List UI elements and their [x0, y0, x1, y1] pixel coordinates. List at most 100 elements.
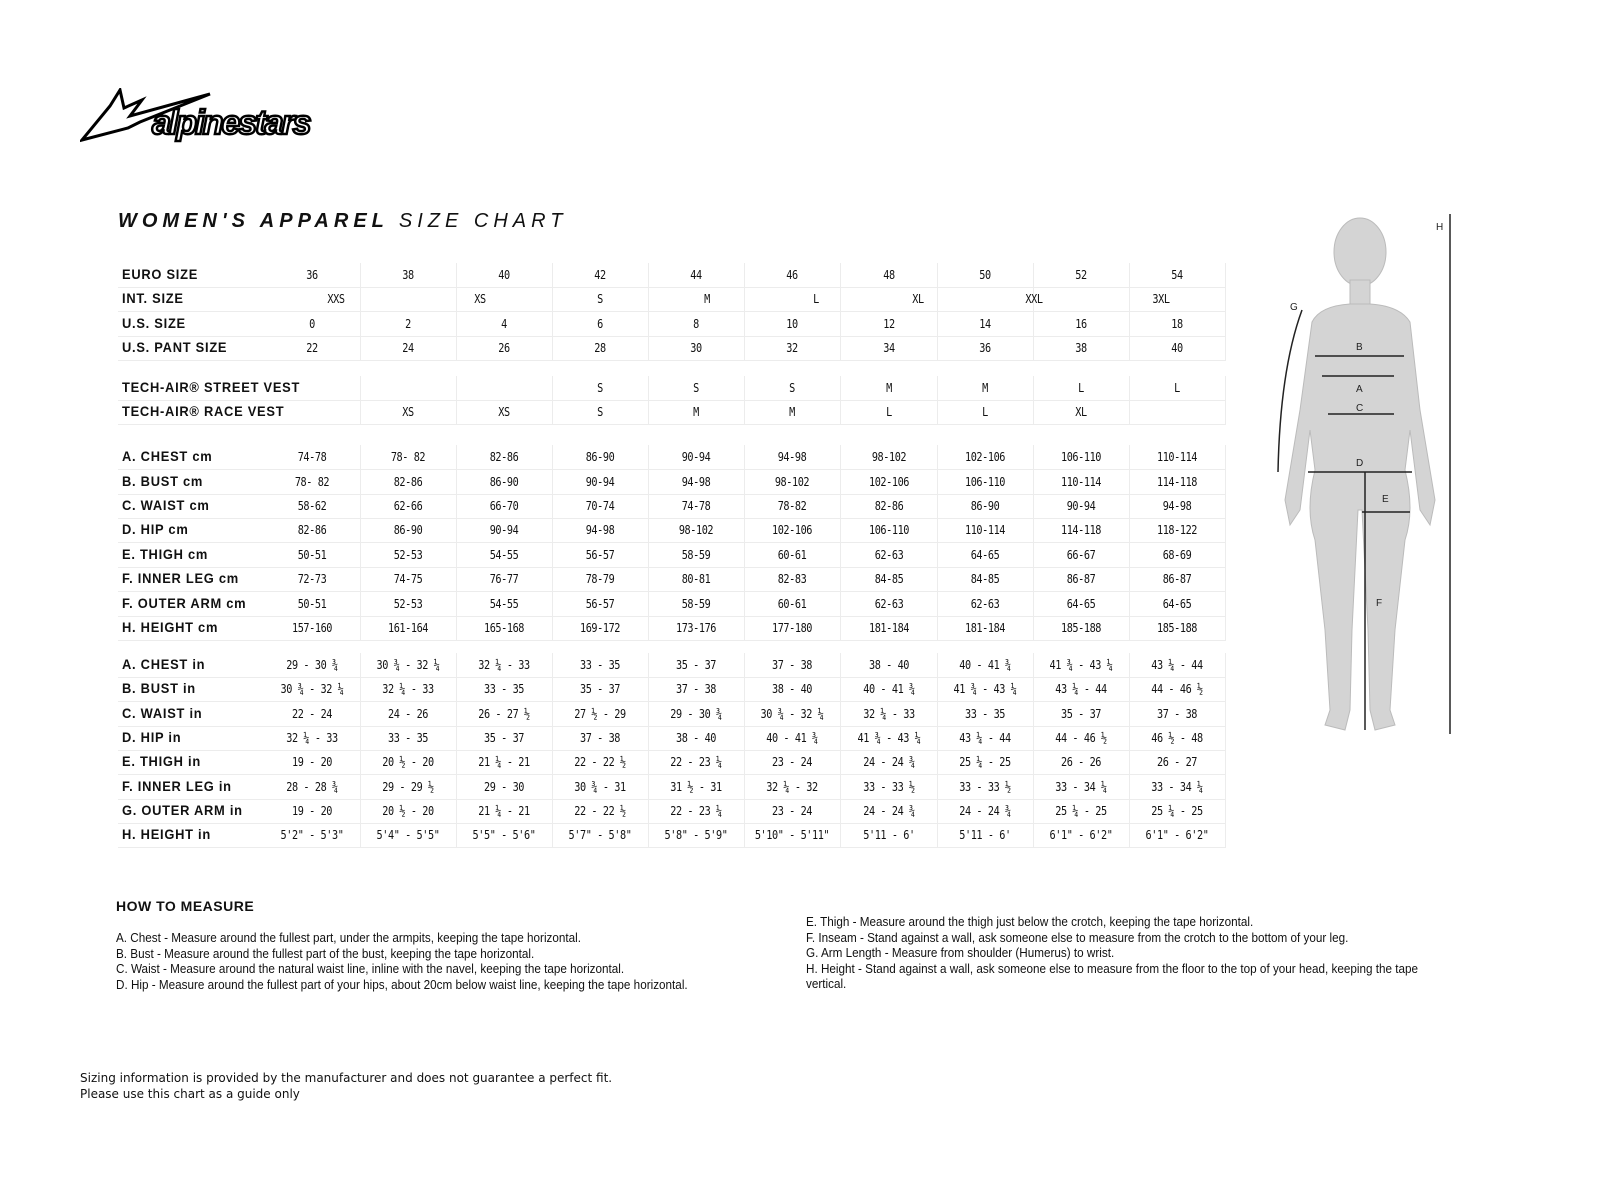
column-divider [840, 518, 841, 542]
table-cell: L [886, 405, 892, 419]
column-divider [744, 750, 745, 774]
column-divider [1129, 799, 1130, 823]
column-divider [744, 653, 745, 677]
column-divider [937, 445, 938, 469]
measure-arm: G. Arm Length - Measure from shoulder (H… [806, 945, 1115, 960]
table-cell: 16 [1075, 317, 1087, 331]
table-cell: 84-85 [874, 572, 904, 586]
table-cell: M [704, 292, 710, 306]
column-divider [840, 445, 841, 469]
table-cell: 74-78 [681, 499, 711, 513]
label-d: D [1356, 458, 1363, 469]
table-cell: 25 ¼ - 25 [959, 755, 1011, 769]
column-divider [1033, 470, 1034, 494]
table-cell: 185-188 [1060, 621, 1102, 635]
column-divider [360, 750, 361, 774]
column-divider [1225, 543, 1226, 567]
table-cell: 30 [690, 341, 702, 355]
column-divider [456, 726, 457, 750]
table-cell: 106-110 [1060, 450, 1102, 464]
table-cell: 28 - 28 ¾ [286, 780, 338, 794]
table-cell: 181-184 [964, 621, 1006, 635]
column-divider [648, 592, 649, 616]
table-cell: 24 - 26 [387, 707, 429, 721]
title-bold: WOMEN'S APPAREL [118, 210, 389, 232]
row-label: B. BUST cm [122, 473, 204, 489]
table-cell: 37 - 38 [1156, 707, 1198, 721]
column-divider [456, 494, 457, 518]
table-cell: 33 - 35 [964, 707, 1006, 721]
table-cell: 38 - 40 [771, 682, 813, 696]
column-divider [648, 312, 649, 336]
disclaimer-line-2: Please use this chart as a guide only [80, 1087, 300, 1101]
column-divider [1129, 592, 1130, 616]
table-cell: 70-74 [585, 499, 615, 513]
table-cell: 5'8" - 5'9" [664, 828, 728, 842]
table-cell: 98-102 [774, 475, 810, 489]
table-cell: 20 ½ - 20 [382, 804, 434, 818]
table-cell: 94-98 [1162, 499, 1192, 513]
column-divider [552, 287, 553, 311]
table-cell: 74-78 [297, 450, 327, 464]
table-cell: 41 ¾ - 43 ¼ [857, 731, 921, 745]
column-divider [360, 823, 361, 847]
table-cell: 52 [1075, 268, 1087, 282]
table-cell: 21 ¼ - 21 [478, 755, 530, 769]
column-divider [744, 702, 745, 726]
table-row: U.S. SIZE 0 2 4 6 8 10 12 14 16 18 [118, 312, 1226, 337]
table-cell: 66-67 [1066, 548, 1096, 562]
table-cell: 5'7" - 5'8" [568, 828, 632, 842]
table-cell: 64-65 [1066, 597, 1096, 611]
table-cell: 22 - 23 ¼ [670, 755, 722, 769]
column-divider [360, 677, 361, 701]
column-divider [1129, 494, 1130, 518]
table-cell: S [693, 381, 699, 395]
column-divider [1225, 726, 1226, 750]
table-row: C. WAIST cm 58-62 62-66 66-70 70-74 74-78 78-8… [118, 494, 1226, 519]
column-divider [840, 750, 841, 774]
table-cell: 21 ¼ - 21 [478, 804, 530, 818]
table-cell: 90-94 [585, 475, 615, 489]
column-divider [456, 750, 457, 774]
table-cell: 173-176 [675, 621, 717, 635]
column-divider [648, 400, 649, 424]
table-cell: 110-114 [1060, 475, 1102, 489]
table-cell: 33 - 35 [579, 658, 621, 672]
table-cell: 177-180 [771, 621, 813, 635]
column-divider [1033, 616, 1034, 640]
table-cell: 27 ½ - 29 [574, 707, 626, 721]
column-divider [840, 494, 841, 518]
column-divider [840, 616, 841, 640]
table-cell: 6 [597, 317, 603, 331]
table-cell: 32 ¼ - 33 [286, 731, 338, 745]
table-cell: 32 ¼ - 33 [382, 682, 434, 696]
body-measurement-figure: A B C D E F G H [1277, 214, 1451, 734]
column-divider [1225, 287, 1226, 311]
column-divider [1225, 677, 1226, 701]
column-divider [552, 677, 553, 701]
column-divider [648, 376, 649, 400]
column-divider [1033, 702, 1034, 726]
column-divider [1129, 518, 1130, 542]
table-cell: 31 ½ - 31 [670, 780, 722, 794]
table-cell: 5'11 - 6' [863, 828, 915, 842]
column-divider [744, 518, 745, 542]
column-divider [552, 445, 553, 469]
measure-chest: A. Chest - Measure around the fullest pa… [116, 930, 582, 945]
table-cell: 36 [306, 268, 318, 282]
table-cell: 37 - 38 [675, 682, 717, 696]
column-divider [360, 312, 361, 336]
column-divider [648, 726, 649, 750]
table-cell: L [1174, 381, 1180, 395]
column-divider [840, 376, 841, 400]
table-cell: 29 - 30 ¾ [286, 658, 338, 672]
table-cell: 33 - 35 [483, 682, 525, 696]
table-row: E. THIGH in 19 - 20 20 ½ - 20 21 ¼ - 21 22 -… [118, 750, 1226, 775]
table-cell: XXS [327, 292, 345, 306]
table-row: G. OUTER ARM in 19 - 20 20 ½ - 20 21 ¼ - 21… [118, 799, 1226, 824]
table-cell: 8 [693, 317, 699, 331]
table-cell: 50 [979, 268, 991, 282]
row-label: U.S. PANT SIZE [122, 339, 228, 355]
column-divider [456, 543, 457, 567]
column-divider [937, 376, 938, 400]
